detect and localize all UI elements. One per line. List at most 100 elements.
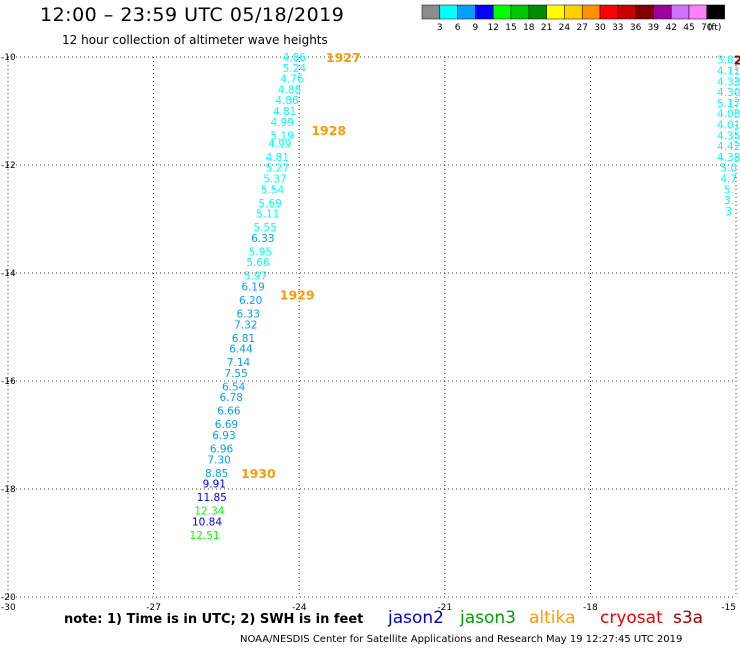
swh-value: 4.11 <box>717 66 740 78</box>
swh-value: 5.24 <box>283 63 307 75</box>
swh-value: 9.91 <box>203 479 226 491</box>
legend-label: 12 <box>487 23 498 33</box>
footer-credit: NOAA/NESDIS Center for Satellite Applica… <box>240 634 683 645</box>
swh-value: 4.38 <box>717 152 740 164</box>
page-subtitle: 12 hour collection of altimeter wave hei… <box>62 33 328 47</box>
footer-note: note: 1) Time is in UTC; 2) SWH is in fe… <box>64 612 364 627</box>
legend-swatch <box>706 4 725 20</box>
swh-value: 4.81 <box>273 106 296 118</box>
swh-value: 6.81 <box>232 333 255 345</box>
swh-value: 5.55 <box>254 222 277 234</box>
swh-value: 7.32 <box>234 319 257 331</box>
swh-value: 4.01 <box>717 120 740 132</box>
swh-value: 4.30 <box>717 87 740 99</box>
x-tick-label: -24 <box>292 603 307 610</box>
x-tick-label: -15 <box>721 603 736 610</box>
swh-value: 4.88 <box>278 84 301 96</box>
y-tick-label: -10 <box>1 53 16 63</box>
swh-value: 6.19 <box>241 282 264 294</box>
swh-value: 5.95 <box>249 246 272 258</box>
swh-value: 5. <box>724 184 734 196</box>
swh-value: 6.93 <box>212 430 235 442</box>
swh-value: 4.7 <box>720 174 737 186</box>
time-label: 1930 <box>241 466 276 481</box>
swh-value: 6.78 <box>220 392 243 404</box>
x-tick-label: -27 <box>146 603 161 610</box>
swh-value: 5.97 <box>244 271 267 283</box>
swh-value: 11.85 <box>197 492 227 504</box>
swh-value: 6.96 <box>210 444 234 456</box>
legend-label: 24 <box>559 23 571 33</box>
swh-value: 6.66 <box>217 406 241 418</box>
swh-value: 5.37 <box>263 174 286 186</box>
legend-cryosat: cryosat <box>600 608 663 628</box>
swh-value: 4.76 <box>280 74 304 86</box>
x-tick-label: -18 <box>583 603 598 610</box>
swh-value: 5.66 <box>246 257 270 269</box>
swh-value: 4.33 <box>717 76 740 88</box>
swh-value: 6.54 <box>222 381 246 393</box>
swh-value: 4.99 <box>271 117 294 129</box>
swh-value: 4.08 <box>717 109 740 121</box>
swh-value: 5.27 <box>266 163 289 175</box>
swh-value: 4.99 <box>268 138 291 150</box>
swh-value: 4.42 <box>717 141 740 153</box>
legend-label: 21 <box>541 23 552 33</box>
time-label: 1928 <box>311 123 346 138</box>
legend-jason3: jason3 <box>460 608 516 628</box>
legend-label: 36 <box>630 23 642 33</box>
legend-label: 45 <box>683 23 694 33</box>
swh-value: 3.81 <box>717 55 740 67</box>
legend-label: 3 <box>437 23 443 33</box>
legend-altika: altika <box>529 608 576 628</box>
swh-value: 10.84 <box>192 516 222 528</box>
legend-label: 39 <box>648 23 660 33</box>
swh-value: 5.0 <box>720 163 737 175</box>
legend-jason2: jason2 <box>388 608 444 628</box>
legend-label: 6 <box>455 23 461 33</box>
swh-value: 6.20 <box>239 295 262 307</box>
x-tick-label: -30 <box>1 603 16 610</box>
swh-value: 5.19 <box>271 130 294 142</box>
swh-value: 12.34 <box>194 506 224 518</box>
y-tick-label: -18 <box>1 485 16 495</box>
legend-label: 9 <box>473 23 479 33</box>
legend-label: 70 <box>701 23 713 33</box>
y-tick-label: -12 <box>1 161 16 171</box>
y-tick-label: -20 <box>1 593 16 603</box>
page-title: 12:00 – 23:59 UTC 05/18/2019 <box>40 4 345 26</box>
x-tick-label: -21 <box>437 603 452 610</box>
time-label: 1927 <box>326 50 361 65</box>
wave-height-chart: -10 -12 -14 -16 -18 -20-30 -27 -24 -21 -18 -15 4.86… <box>1 50 740 610</box>
swh-value: 6.69 <box>215 419 238 431</box>
swh-value: 7.55 <box>224 368 247 380</box>
legend-label: 30 <box>594 23 606 33</box>
legend-label: 42 <box>665 23 676 33</box>
swh-value: 4.35 <box>717 130 740 142</box>
swh-value: 6.33 <box>251 233 274 245</box>
legend-label: 33 <box>612 23 623 33</box>
swh-value: 5.54 <box>261 184 285 196</box>
swh-value: 5.11 <box>256 209 279 221</box>
swh-value: 8.85 <box>205 468 228 480</box>
swh-value: 5.69 <box>258 198 281 210</box>
color-legend: 3 6 9 12 15 18 21 24 27 30 33 36 39 42 45 70(ft) <box>421 4 725 33</box>
legend-label: 27 <box>576 23 587 33</box>
swh-value: 5.17 <box>717 98 740 110</box>
swh-value: 12.51 <box>190 530 220 542</box>
swh-value: 4.86 <box>283 52 307 64</box>
swh-value: 7.30 <box>207 454 230 466</box>
swh-value: 6.44 <box>229 344 253 356</box>
legend-unit: (ft) <box>708 23 722 33</box>
time-label: 1929 <box>280 288 315 303</box>
swh-value: 7.14 <box>227 357 251 369</box>
y-tick-label: -14 <box>1 269 16 279</box>
swh-value: 4.86 <box>275 95 299 107</box>
swh-value: 3. <box>724 195 734 207</box>
legend-s3a: s3a <box>673 608 704 628</box>
y-tick-label: -16 <box>1 377 16 387</box>
swh-value: 4.81 <box>266 152 289 164</box>
legend-label: 15 <box>505 23 516 33</box>
swh-value: 3 <box>725 206 732 218</box>
edge-label: 2 <box>734 53 740 68</box>
